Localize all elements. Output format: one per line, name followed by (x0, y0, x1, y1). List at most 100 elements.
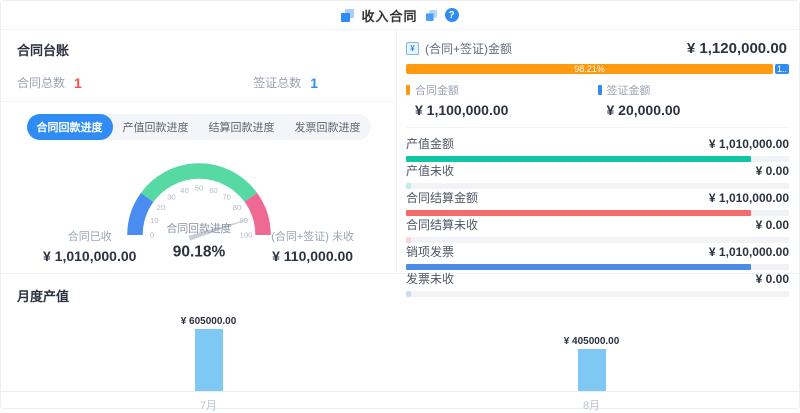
summary-header: ¥ (合同+签证)金额 ¥ 1,120,000.00 (406, 38, 789, 64)
ledger-stats: 合同已收 ¥ 1,010,000.00 (合同+签证) 未收 ¥ 110,000… (1, 228, 396, 264)
title-bar: 收入合同 ? (1, 1, 799, 29)
gauge-segment (243, 192, 271, 236)
amount-row-发票未收: 发票未收 ¥ 0.00 (406, 270, 789, 297)
gauge-needle (187, 217, 254, 241)
amount-progress-track (406, 264, 789, 270)
amount-value: ¥ 1,010,000.00 (708, 191, 789, 205)
amount-progress-track (406, 210, 789, 216)
amount-row-销项发票: 销项发票 ¥ 1,010,000.00 (406, 243, 789, 270)
bar-value-label: ¥ 605000.00 (180, 316, 237, 327)
amount-label: 合同结算未收 (406, 218, 479, 232)
stacked-segment-合同金额: 98.21% (406, 64, 773, 74)
stacked-segment-签证金额: 1.. (775, 64, 789, 74)
amount-label: 发票未收 (406, 272, 455, 286)
stat-label: 合同已收 (67, 231, 112, 243)
tab-发票回款进度[interactable]: 发票回款进度 (285, 114, 371, 140)
counter-value: 1 (310, 74, 318, 91)
panel-switch-icon[interactable] (425, 9, 437, 21)
gauge-value: 90.18% (172, 244, 225, 261)
gauge-tick-label: 10 (150, 216, 159, 225)
bar-value-label: ¥ 405000.00 (563, 336, 620, 347)
ledger-title: 合同台账 (17, 43, 70, 58)
gauge-segment (126, 192, 154, 236)
amount-row-合同结算金额: 合同结算金额 ¥ 1,010,000.00 (406, 189, 789, 216)
bar (577, 349, 606, 391)
gauge-label: 合同回款进度 (166, 221, 231, 235)
amount-progress-fill (406, 237, 411, 243)
legend-value: ¥ 20,000.00 (606, 102, 681, 118)
gauge-tick-label: 30 (167, 193, 176, 202)
amount-value: ¥ 1,010,000.00 (708, 137, 789, 151)
stat-label: (合同+签证) 未收 (271, 231, 354, 243)
amount-label: 合同结算金额 (406, 191, 479, 205)
page-title: 收入合同 (361, 8, 418, 24)
amount-progress-fill (406, 264, 752, 270)
summary-label: (合同+签证)金额 (425, 42, 513, 56)
gauge-tick-label: 0 (149, 231, 153, 240)
tab-合同回款进度[interactable]: 合同回款进度 (26, 114, 113, 140)
amount-row-产值金额: 产值金额 ¥ 1,010,000.00 (406, 135, 789, 162)
amount-value: ¥ 0.00 (755, 218, 789, 232)
gauge-tick-label: 80 (232, 203, 241, 212)
gauge-segment (140, 163, 257, 203)
legend-label: 签证金额 (606, 85, 651, 97)
amount-row-产值未收: 产值未收 ¥ 0.00 (406, 162, 789, 189)
amount-value: ¥ 0.00 (755, 164, 789, 178)
amount-progress-track (406, 183, 789, 189)
gauge-tick-label: 20 (156, 203, 165, 212)
legend-item-签证金额: 签证金额 ¥ 20,000.00 (597, 82, 790, 118)
stat-unreceived: (合同+签证) 未收 ¥ 110,000.00 (271, 228, 354, 264)
bar-column-8月: ¥ 405000.00 (400, 336, 783, 391)
gauge-section: 合同回款进度 产值回款进度 结算回款进度 发票回款进度 0 10 20 30 40 50 60 70… (1, 102, 396, 273)
contract-amount-icon: ¥ (406, 42, 419, 55)
gauge-chart: 0102030405060708090100 合同回款进度 90.18% (126, 163, 271, 261)
summary-total: ¥ 1,120,000.00 (686, 40, 787, 57)
amount-progress-fill (406, 183, 411, 189)
contract-visa-stacked-bar: 98.21% 1.. (406, 64, 789, 74)
gauge-tick-label: 50 (194, 184, 203, 193)
month-labels: 7月 8月 (17, 392, 783, 413)
stat-value: ¥ 1,010,000.00 (43, 248, 137, 264)
amount-progress-track (406, 291, 789, 297)
tab-产值回款进度[interactable]: 产值回款进度 (113, 114, 199, 140)
amount-progress-fill (406, 291, 411, 297)
counter: 合同总数 1 (17, 74, 82, 91)
amount-value: ¥ 0.00 (755, 272, 789, 286)
windows-icon[interactable] (341, 8, 355, 22)
legend-marker (406, 85, 410, 95)
main-content: 合同台账 合同总数 1 签证总数 1 合同回款进度 产值回款进度 结算回款进度 发票回款进度… (1, 29, 799, 297)
stat-received: 合同已收 ¥ 1,010,000.00 (43, 228, 136, 264)
amount-summary-panel: ¥ (合同+签证)金额 ¥ 1,120,000.00 98.21% 1.. 合同金… (397, 30, 799, 297)
month-label-8月: 8月 (582, 400, 601, 412)
gauge-tick-label: 70 (222, 193, 231, 202)
legend-item-合同金额: 合同金额 ¥ 1,100,000.00 (406, 82, 598, 118)
x-axis-line (1, 391, 799, 392)
tab-结算回款进度[interactable]: 结算回款进度 (199, 114, 285, 140)
amount-progress-fill (406, 210, 752, 216)
legend-label: 合同金额 (415, 85, 459, 97)
counter-label: 签证总数 (253, 76, 302, 90)
counter: 签证总数 1 (253, 74, 318, 91)
gauge-tick-label: 40 (180, 186, 189, 195)
monthly-title: 月度产值 (17, 289, 70, 304)
amount-row-合同结算未收: 合同结算未收 ¥ 0.00 (406, 216, 789, 243)
ledger-counters: 合同总数 1 签证总数 1 (17, 59, 380, 91)
ledger-header: 合同台账 合同总数 1 签证总数 1 (1, 30, 396, 102)
amount-label: 产值未收 (406, 164, 455, 178)
amount-value: ¥ 1,010,000.00 (708, 245, 789, 259)
progress-tabs: 合同回款进度 产值回款进度 结算回款进度 发票回款进度 (26, 114, 371, 140)
amount-label: 产值金额 (406, 137, 455, 151)
counter-value: 1 (74, 74, 82, 91)
help-icon[interactable]: ? (444, 8, 459, 22)
stat-value: ¥ 110,000.00 (272, 248, 354, 264)
contract-ledger-panel: 合同台账 合同总数 1 签证总数 1 合同回款进度 产值回款进度 结算回款进度 发票回款进度… (1, 30, 397, 273)
amount-progress-track (406, 237, 789, 243)
amount-label: 销项发票 (406, 245, 455, 259)
gauge-dynamic: 0102030405060708090100 (126, 163, 271, 241)
legend-value: ¥ 1,100,000.00 (415, 102, 509, 118)
legend-marker (597, 85, 602, 95)
amount-progress-fill (406, 156, 752, 162)
amount-list: 产值金额 ¥ 1,010,000.00 产值未收 ¥ 0.00 合同结算金额 ¥ 1,01… (406, 128, 789, 306)
counter-label: 合同总数 (17, 76, 66, 90)
monthly-bars: ¥ 605000.00 ¥ 405000.00 (17, 307, 783, 391)
